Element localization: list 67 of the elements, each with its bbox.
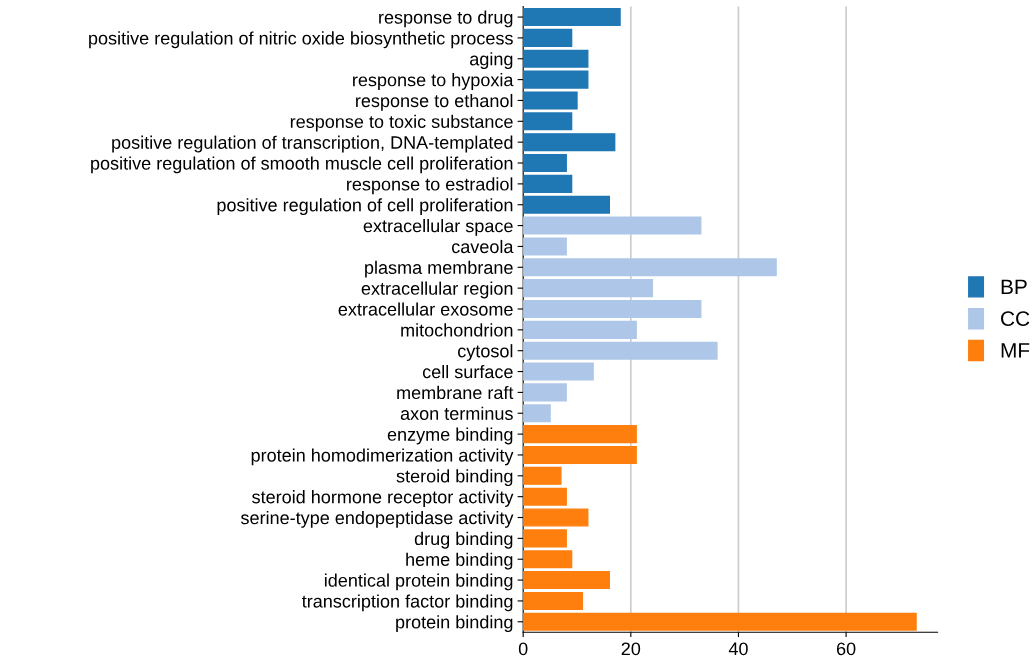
y-tick-label: response to drug [379, 10, 513, 28]
y-tick-label: extracellular space [363, 219, 513, 236]
y-tick-label: drug binding [414, 531, 513, 549]
bar [523, 174, 573, 193]
y-tick-label: extracellular exosome [338, 302, 513, 316]
y-tick-label: serine-type endopeptidase activity [240, 510, 514, 528]
y-tick-label: positive regulation of cell proliferation [217, 198, 513, 216]
legend-label: MF [1001, 343, 1030, 358]
y-tick-label: response to hypoxia [353, 73, 514, 90]
bar [523, 445, 637, 464]
y-tick-label: mitochondrion [401, 323, 513, 337]
y-tick-label: steroid binding [396, 469, 513, 487]
bar [523, 153, 567, 173]
bar [523, 383, 567, 402]
bar [523, 28, 573, 47]
y-tick-label: membrane raft [397, 385, 514, 400]
y-tick-label: cell surface [422, 365, 513, 379]
y-tick-label: protein binding [396, 615, 513, 633]
y-tick-label: aging [470, 52, 513, 70]
bar [523, 258, 777, 277]
legend-label: BP [1001, 279, 1027, 294]
y-tick-label: cytosol [458, 344, 513, 361]
bar [523, 612, 917, 631]
x-tick-label: 20 [621, 642, 641, 656]
legend-label: CC [1001, 311, 1030, 326]
bar [523, 404, 551, 423]
bar [523, 70, 589, 89]
bar [523, 550, 573, 569]
y-tick-label: positive regulation of nitric oxide biosynthetic process [89, 31, 513, 49]
y-tick-label: enzyme binding [387, 427, 513, 445]
y-tick-label: identical protein binding [324, 573, 513, 591]
y-tick-label: axon terminus [400, 406, 513, 420]
bar [523, 487, 567, 506]
bar [523, 133, 616, 152]
y-tick-label: heme binding [406, 552, 513, 570]
y-tick-label: plasma membrane [365, 260, 513, 278]
bar [523, 320, 637, 339]
x-tick-label: 60 [836, 642, 856, 656]
bar [523, 216, 702, 235]
y-tick-label: extracellular region [361, 281, 513, 299]
bar [523, 237, 567, 256]
bar [523, 91, 578, 110]
bar [523, 571, 610, 590]
bar [523, 8, 621, 27]
bar [523, 508, 589, 527]
bar [523, 49, 589, 68]
y-tick-label: steroid hormone receptor activity [252, 490, 514, 507]
y-tick-label: protein homodimerization activity [251, 448, 514, 466]
bar [523, 299, 702, 319]
bar [523, 279, 654, 298]
bar [523, 195, 610, 214]
bar [523, 466, 562, 485]
y-tick-label: caveola [452, 239, 514, 254]
bar [523, 112, 573, 131]
bar [523, 529, 567, 548]
y-tick-label: response to estradiol [347, 177, 513, 195]
bar [523, 591, 584, 610]
y-tick-label: transcription factor binding [301, 594, 513, 612]
x-tick-label: 0 [518, 642, 528, 656]
y-tick-label: positive regulation of smooth muscle cell proliferation [91, 156, 513, 174]
bar [523, 362, 594, 381]
x-tick-label: 40 [728, 642, 748, 656]
y-tick-label: response to ethanol [356, 93, 513, 111]
y-tick-label: response to toxic substance [290, 114, 513, 132]
bar [523, 341, 718, 360]
bar [523, 425, 637, 444]
y-tick-label: positive regulation of transcription, DNA-templated [112, 135, 513, 153]
